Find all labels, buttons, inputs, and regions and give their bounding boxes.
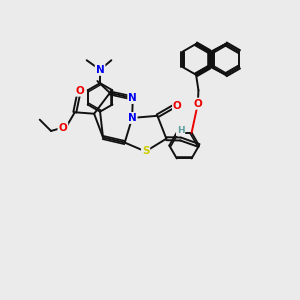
Text: O: O <box>76 85 84 96</box>
Text: O: O <box>58 123 67 133</box>
Text: O: O <box>58 123 67 133</box>
Text: N: N <box>96 65 104 75</box>
Text: N: N <box>128 93 137 103</box>
Text: O: O <box>173 101 182 111</box>
Text: S: S <box>142 146 149 157</box>
Text: N: N <box>96 65 104 75</box>
Text: O: O <box>194 99 202 109</box>
Text: H: H <box>177 126 184 135</box>
Text: H: H <box>177 126 184 135</box>
Text: N: N <box>128 93 137 103</box>
Text: O: O <box>173 101 182 111</box>
Text: O: O <box>76 85 84 96</box>
Text: S: S <box>142 146 149 157</box>
Text: O: O <box>194 99 202 109</box>
Text: N: N <box>128 113 136 123</box>
Text: N: N <box>128 113 136 123</box>
